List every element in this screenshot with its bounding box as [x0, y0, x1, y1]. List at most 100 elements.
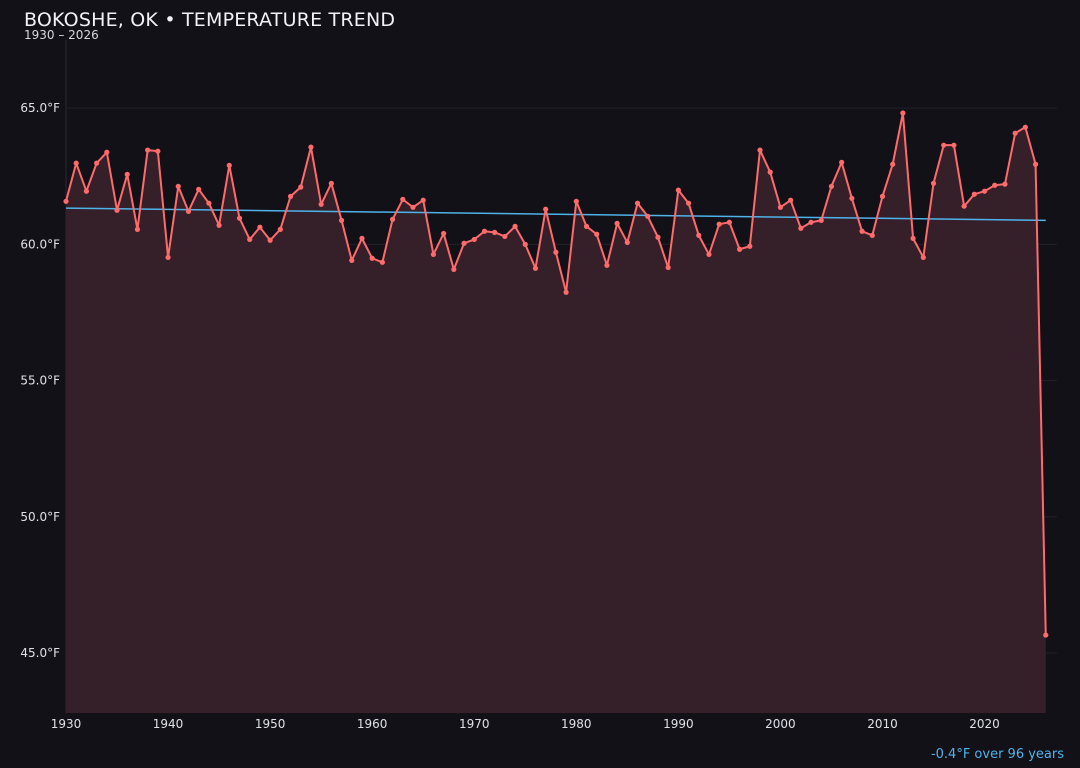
data-point [441, 230, 447, 237]
data-point [145, 147, 151, 153]
data-point [318, 201, 324, 207]
data-point [981, 188, 988, 194]
data-point [461, 240, 467, 246]
data-point [185, 208, 192, 214]
data-point [910, 235, 916, 241]
data-point [1032, 161, 1039, 167]
data-point [379, 259, 385, 265]
data-point [1022, 124, 1028, 130]
data-point [798, 225, 804, 231]
data-point [573, 198, 579, 204]
chart-subtitle: 1930 – 2026 [24, 28, 99, 42]
data-point [583, 223, 590, 229]
data-point [216, 222, 222, 228]
data-point [287, 193, 294, 199]
y-tick-label: 45.0°F [20, 646, 60, 660]
x-tick-label: 2020 [969, 717, 1000, 731]
data-point [859, 228, 865, 234]
data-point [992, 182, 998, 188]
data-point [492, 229, 498, 235]
trend-annotation: -0.4°F over 96 years [930, 747, 1064, 762]
data-point [236, 215, 243, 221]
data-point [104, 149, 110, 155]
data-point [124, 171, 130, 177]
data-point [257, 224, 263, 230]
y-tick-label: 50.0°F [20, 510, 60, 524]
data-point [328, 180, 334, 186]
data-point [696, 232, 702, 238]
data-point [961, 203, 967, 209]
data-point [430, 251, 437, 258]
data-point [726, 219, 732, 225]
data-point [788, 197, 794, 203]
data-point [920, 254, 926, 261]
y-tick-label: 55.0°F [20, 374, 60, 388]
data-point [267, 237, 273, 243]
data-point [308, 144, 314, 150]
data-point [175, 183, 181, 189]
data-point [94, 160, 100, 166]
data-point [869, 232, 875, 238]
data-point [369, 255, 375, 261]
data-point [675, 187, 681, 193]
data-point [206, 200, 212, 206]
data-point [63, 198, 69, 204]
data-point [839, 159, 845, 165]
data-point [563, 289, 569, 295]
y-tick-label: 60.0°F [20, 237, 60, 251]
data-point [338, 217, 345, 223]
data-point [1012, 130, 1018, 136]
x-tick-label: 2000 [765, 717, 796, 731]
data-point [83, 188, 90, 194]
chart-title: BOKOSHE, OK • TEMPERATURE TREND [24, 9, 396, 31]
data-point [1002, 181, 1008, 187]
x-tick-label: 2010 [867, 717, 898, 731]
data-point [73, 160, 79, 166]
data-point [930, 180, 937, 186]
data-point [155, 148, 161, 154]
data-point [522, 241, 528, 247]
data-point [298, 184, 304, 190]
data-point [808, 219, 814, 225]
data-point [614, 220, 620, 226]
x-tick-label: 1960 [357, 717, 388, 731]
data-point [971, 191, 977, 197]
x-tick-label: 1980 [561, 717, 592, 731]
data-point [900, 110, 906, 116]
data-point [114, 207, 120, 213]
data-point [502, 233, 508, 240]
data-point [594, 231, 600, 237]
x-tick-label: 1950 [255, 717, 286, 731]
data-point [134, 226, 141, 232]
x-tick-label: 1990 [663, 717, 694, 731]
data-point [879, 193, 886, 199]
data-point [1043, 632, 1049, 638]
data-point [359, 235, 365, 241]
data-point [624, 239, 630, 246]
data-point [165, 254, 171, 261]
trend-line [65, 207, 1046, 222]
x-tick-label: 1930 [51, 717, 82, 731]
data-point [400, 196, 406, 202]
data-point [716, 221, 722, 227]
data-point [481, 228, 488, 234]
data-point [512, 223, 518, 229]
data-point [451, 266, 457, 273]
data-point [757, 147, 763, 153]
data-point [645, 213, 651, 219]
data-point [685, 200, 692, 206]
data-point [196, 186, 202, 192]
data-point [634, 200, 641, 206]
data-point [951, 142, 957, 148]
data-point [747, 243, 753, 249]
data-point [665, 264, 671, 271]
data-point [706, 251, 712, 258]
data-point [849, 195, 855, 201]
y-tick-label: 65.0°F [20, 101, 60, 115]
data-point [818, 217, 824, 223]
data-point [736, 246, 743, 252]
area-fill [66, 113, 1046, 714]
data-point [543, 206, 549, 212]
data-point [767, 169, 773, 175]
